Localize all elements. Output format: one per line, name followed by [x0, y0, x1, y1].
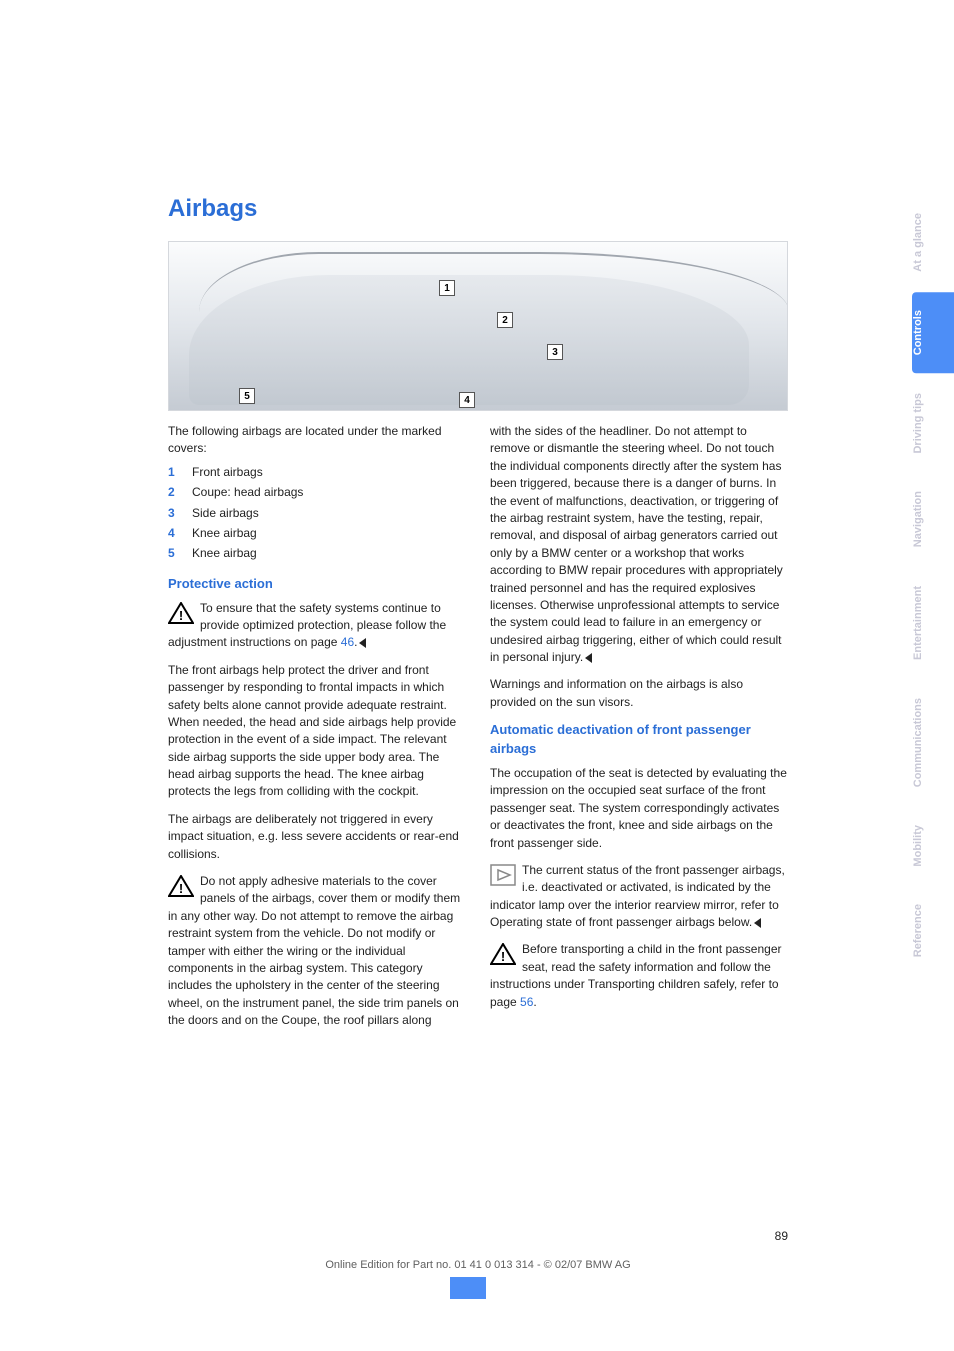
callout-2: 2 — [497, 312, 513, 328]
page-content: Airbags 1 2 3 4 5 The following airbags … — [168, 195, 788, 1040]
svg-text:!: ! — [501, 949, 505, 964]
warning-icon: ! — [168, 602, 194, 624]
callout-4: 4 — [459, 392, 475, 408]
callout-3: 3 — [547, 344, 563, 360]
svg-text:!: ! — [179, 881, 183, 896]
tab-navigation[interactable]: Navigation — [912, 473, 954, 565]
list-label: Side airbags — [192, 505, 259, 522]
right-column: with the sides of the headliner. Do not … — [490, 423, 788, 1040]
tab-driving-tips[interactable]: Driving tips — [912, 375, 954, 472]
status-info-text: The current status of the front passenge… — [490, 863, 785, 929]
left-column: The following airbags are located under … — [168, 423, 466, 1040]
tab-communications[interactable]: Communications — [912, 680, 954, 805]
svg-text:!: ! — [179, 608, 183, 623]
callout-1: 1 — [439, 280, 455, 296]
tab-controls[interactable]: Controls — [912, 292, 954, 373]
protective-warning: ! To ensure that the safety systems cont… — [168, 600, 466, 652]
end-mark-icon — [585, 653, 592, 663]
list-num: 4 — [168, 525, 180, 542]
tab-reference[interactable]: Reference — [912, 886, 954, 975]
auto-deactivation-heading: Automatic deactivation of front passenge… — [490, 721, 788, 759]
tab-at-a-glance[interactable]: At a glance — [912, 195, 954, 290]
visor-note: Warnings and information on the airbags … — [490, 676, 788, 711]
page-link-56[interactable]: 56 — [520, 995, 533, 1009]
list-label: Coupe: head airbags — [192, 484, 303, 501]
list-num: 3 — [168, 505, 180, 522]
protective-para-1: The front airbags help protect the drive… — [168, 662, 466, 801]
tab-entertainment[interactable]: Entertainment — [912, 568, 954, 678]
warning-icon: ! — [490, 943, 516, 965]
footer-text: Online Edition for Part no. 01 41 0 013 … — [168, 1259, 788, 1271]
protective-action-heading: Protective action — [168, 575, 466, 594]
end-mark-icon — [359, 638, 366, 648]
child-warning: ! Before transporting a child in the fro… — [490, 941, 788, 1011]
adhesive-warning: ! Do not apply adhesive materials to the… — [168, 873, 466, 1030]
end-mark-icon — [754, 918, 761, 928]
list-num: 5 — [168, 545, 180, 562]
protective-warning-text: To ensure that the safety systems contin… — [168, 601, 446, 650]
list-label: Front airbags — [192, 464, 263, 481]
side-tabs: At a glance Controls Driving tips Naviga… — [912, 195, 954, 978]
intro-text: The following airbags are located under … — [168, 423, 466, 458]
callout-5: 5 — [239, 388, 255, 404]
list-num: 2 — [168, 484, 180, 501]
list-num: 1 — [168, 464, 180, 481]
auto-deactivation-para: The occupation of the seat is detected b… — [490, 765, 788, 852]
warning-icon: ! — [168, 875, 194, 897]
page-number: 89 — [775, 1229, 788, 1243]
protective-para-2: The airbags are deliberately not trigger… — [168, 811, 466, 863]
status-info: The current status of the front passenge… — [490, 862, 788, 932]
child-warning-text: Before transporting a child in the front… — [490, 942, 782, 1008]
page-title: Airbags — [168, 195, 788, 223]
tab-mobility[interactable]: Mobility — [912, 807, 954, 885]
page-link-46[interactable]: 46 — [341, 635, 354, 649]
airbag-diagram: 1 2 3 4 5 — [168, 241, 788, 411]
adhesive-warning-text: Do not apply adhesive materials to the c… — [168, 874, 460, 1027]
footer-bar — [450, 1277, 486, 1299]
airbag-list: 1 Front airbags 2 Coupe: head airbags 3 Sid… — [168, 464, 466, 563]
list-label: Knee airbag — [192, 525, 257, 542]
list-label: Knee airbag — [192, 545, 257, 562]
adhesive-warning-cont-text: with the sides of the headliner. Do not … — [490, 424, 783, 664]
adhesive-warning-cont: with the sides of the headliner. Do not … — [490, 423, 788, 666]
info-icon — [490, 864, 516, 886]
